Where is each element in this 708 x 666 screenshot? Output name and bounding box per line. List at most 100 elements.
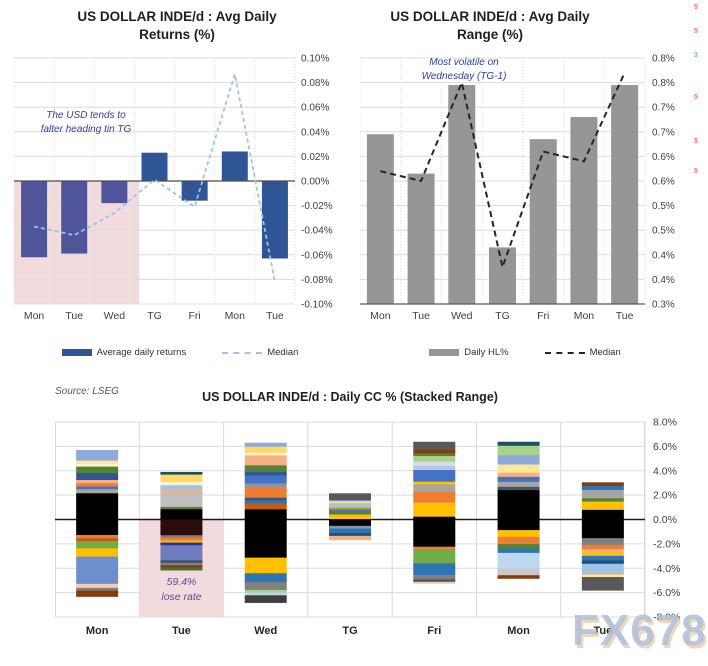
returns-chart: 0.10% 0.08% 0.06% 0.04% 0.02% 0.00% -0.02% -0.0…	[14, 54, 333, 322]
lose-rate-value: 59.4%	[166, 576, 197, 588]
stack-segment	[329, 533, 371, 537]
bar	[611, 85, 639, 304]
y-tick-label: 0.8%	[652, 54, 675, 65]
stack-segment	[497, 476, 540, 483]
stack-segment	[413, 441, 456, 451]
bar	[101, 181, 128, 204]
stack-segment	[329, 503, 371, 506]
stacked-chart-title: US DOLLAR INDE/d : Daily CC % (Stacked R…	[202, 390, 498, 404]
y-tick-label: -8.0%	[653, 612, 680, 624]
category-label: Wed	[254, 625, 277, 637]
stack-segment	[329, 535, 371, 541]
stack-segment	[581, 563, 624, 572]
stack-segment	[413, 470, 456, 483]
stack-segment	[581, 498, 624, 502]
stack-segment	[244, 573, 287, 583]
y-tick-label: 0.02%	[301, 152, 329, 163]
y-tick-label: 0.00%	[301, 177, 329, 188]
stack-segment	[413, 575, 456, 580]
bar	[61, 181, 88, 254]
category-label: Mon	[370, 310, 391, 322]
stack-segment	[160, 545, 203, 561]
stack-segment	[581, 555, 624, 561]
y-tick-label: 0.6%	[652, 177, 675, 188]
returns-annotation-line1: The USD tends to	[46, 110, 126, 121]
stack-segment	[581, 571, 624, 576]
stack-segment	[329, 509, 371, 513]
stack-segment	[581, 577, 624, 591]
stack-segment	[244, 442, 287, 448]
stack-segment	[244, 452, 287, 456]
stack-segment	[497, 486, 540, 491]
stack-segment	[76, 466, 119, 474]
category-label: Fri	[189, 310, 201, 322]
category-label: Tue	[266, 310, 284, 322]
stack-segment	[581, 538, 624, 546]
stack-segment	[76, 489, 119, 494]
edge-mark: 5	[694, 168, 698, 175]
category-label: Tue	[172, 625, 191, 637]
stack-segment	[160, 471, 203, 475]
returns-legend-bars: Average daily returns	[61, 347, 186, 358]
stack-segment	[497, 445, 540, 456]
stack-segment	[160, 474, 203, 483]
stack-segment	[329, 514, 371, 520]
y-tick-label: 6.0%	[653, 441, 677, 453]
stack-segment	[413, 484, 456, 493]
category-label: Mon	[507, 625, 530, 637]
stack-segment	[76, 463, 119, 467]
stack-segment	[244, 472, 287, 476]
y-tick-label: 0.6%	[652, 152, 675, 163]
stack-segment	[160, 481, 203, 486]
category-label: TG	[495, 310, 510, 322]
stack-segment	[581, 482, 624, 487]
y-tick-label: -0.06%	[301, 250, 333, 261]
edge-mark: 3	[694, 52, 698, 59]
y-tick-label: 0.0%	[653, 514, 677, 526]
y-tick-label: -6.0%	[653, 587, 680, 599]
stack-segment	[497, 530, 540, 538]
category-label: TG	[147, 310, 162, 322]
y-tick-label: -0.04%	[301, 226, 333, 237]
range-legend: Daily HL% Median	[360, 347, 690, 358]
stack-segment	[76, 548, 119, 557]
stack-segment	[76, 540, 119, 549]
stack-segment	[497, 552, 540, 569]
bar	[448, 85, 476, 304]
range-legend-median-label: Median	[589, 347, 621, 358]
y-tick-label: 4.0%	[653, 465, 677, 477]
stack-segment	[413, 456, 456, 462]
stack-segment	[329, 512, 371, 515]
stack-segment	[413, 546, 456, 550]
stack-segment	[244, 455, 287, 466]
stack-segment	[160, 562, 203, 566]
category-label: TG	[342, 625, 357, 637]
stack-segment	[413, 481, 456, 485]
y-tick-label: 0.7%	[652, 103, 675, 114]
stack-segment	[497, 472, 540, 478]
stack-segment	[581, 501, 624, 511]
stack-segment	[413, 465, 456, 471]
category-label: Tue	[593, 625, 612, 637]
stack-segment	[244, 503, 287, 510]
returns-legend-median-label: Median	[267, 347, 299, 358]
stack-segment	[160, 540, 203, 543]
fx678-watermark: FX678	[572, 606, 707, 655]
stack-segment	[413, 549, 456, 564]
category-label: Tue	[412, 310, 430, 322]
stack-segment	[413, 461, 456, 467]
stack-segment	[329, 500, 371, 504]
y-tick-label: -4.0%	[653, 563, 680, 575]
y-tick-label: 0.3%	[652, 300, 675, 311]
stack-segment	[244, 483, 287, 488]
bar	[407, 173, 435, 304]
stack-segment	[76, 486, 119, 490]
y-tick-label: 0.10%	[301, 54, 329, 65]
range-annotation-line1: Most volatile on	[429, 57, 499, 68]
stack-segment	[76, 587, 119, 591]
stacked-chart: 8.0% 6.0% 4.0% 2.0% 0.0% -2.0% -4.0% -6.0% -8.0%…	[55, 417, 680, 637]
category-label: Fri	[537, 310, 549, 322]
range-annotation: Most volatile on Wednesday (TG-1)	[402, 56, 526, 84]
y-tick-label: 8.0%	[653, 417, 677, 429]
